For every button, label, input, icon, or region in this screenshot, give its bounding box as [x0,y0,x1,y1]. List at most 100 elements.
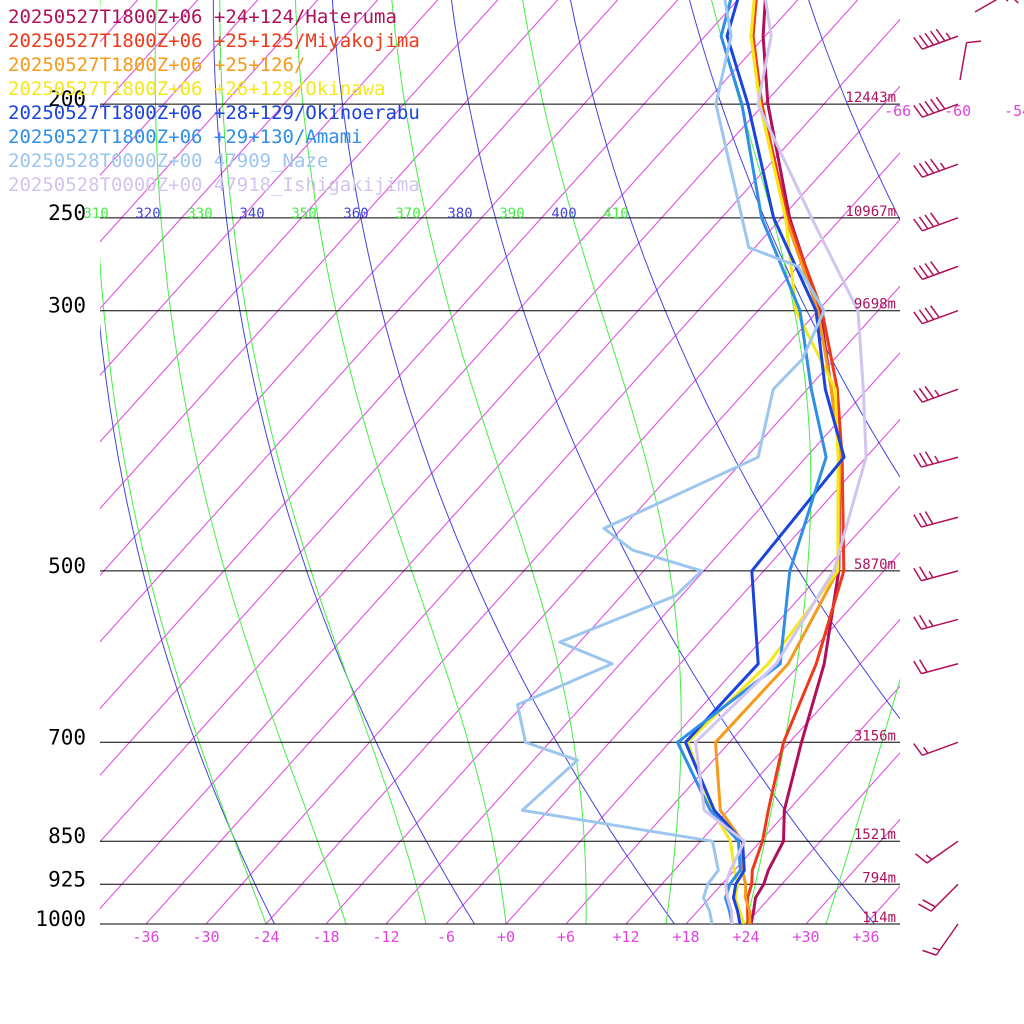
wind-barb-staff [922,741,959,757]
isotherm-line [100,18,900,910]
isotherm-line [100,0,859,843]
wind-barb-staff [922,388,959,403]
temperature-tick-label: +30 [792,928,819,946]
isotherm-line [100,0,499,443]
dry-adiabat-line [212,0,476,924]
wind-barb-flag [924,451,934,465]
temperature-tick-label: +12 [612,928,639,946]
theta-label: 330 [187,206,212,222]
wind-barb [913,305,959,325]
isotherm-line [625,618,900,924]
moist-adiabat-line [522,0,682,924]
wind-barb-staff [922,163,959,178]
wind-barb [913,614,959,631]
wind-barb-flag [918,309,929,323]
pressure-label: 1000 [35,907,86,931]
theta-label: 400 [551,206,576,222]
theta-label: 360 [343,206,368,222]
wind-barb [913,96,959,118]
isotherm-line [445,418,900,924]
pressure-label: 200 [48,87,86,111]
temperature-tick-label: +6 [557,928,575,946]
wind-barb-staff [922,265,959,281]
isotherm-line [565,552,900,924]
isotherm-line [685,685,900,924]
temperature-tick-label: -24 [252,928,279,946]
isotherm-top-label: -54 [1004,102,1024,120]
wind-barb-flag [913,454,922,468]
moist-adiabat-line [825,678,900,924]
isotherm-line [100,0,559,510]
wind-barb-staff [921,456,959,468]
dry-adiabat-line [569,0,900,720]
dry-adiabat-grid [100,0,900,924]
isotherm-line [505,485,900,924]
wind-barb-flag [918,659,928,673]
wind-barb-half [945,32,952,40]
wind-barb-half [932,947,940,951]
wind-barb-flag [918,512,928,526]
isotherm-line [385,352,900,924]
isotherm-line [100,0,439,376]
series-line [746,0,846,924]
wind-barb-flag [930,158,940,172]
wind-barb-flag [913,743,923,756]
temperature-tick-label: -18 [312,928,339,946]
wind-barb-flag [918,387,929,401]
dry-adiabat-line [450,0,876,924]
wind-barb [913,260,959,281]
wind-barb-staff [922,217,959,232]
wind-barb-flag [924,263,935,276]
wind-barb [913,659,959,675]
wind-barb-flag [913,164,923,178]
theta-label: 350 [291,206,316,222]
dry-adiabat-line [808,0,900,221]
pressure-label: 850 [48,824,86,848]
wind-barb-flag [930,98,940,112]
wind-barb-flag [924,32,935,46]
dry-adiabat-line [331,0,676,924]
moist-adiabat-line [391,0,587,924]
wind-barb [913,28,959,50]
wind-barb [922,923,959,956]
legend-entry-25-126: 20250527T1800Z+06 +25+126/ [8,54,306,76]
theta-label: 410 [603,206,628,222]
isotherm-line [100,0,799,776]
wind-barb-flag [913,660,922,675]
wind-barb-flag [918,34,929,48]
wind-barb-flag [918,216,929,230]
theta-label: 340 [239,206,264,222]
isotherm-line [100,0,679,643]
wind-barb-flag [935,28,946,42]
temperature-tick-label: -6 [437,928,455,946]
wind-barb-flag [930,30,940,44]
temperature-tick-label: +0 [497,928,515,946]
wind-barb-flag [930,305,940,318]
wind-barb-staff [921,663,959,675]
wind-barb-flag [913,567,922,582]
wind-barb-half [923,746,929,754]
wind-barb-staff [922,103,959,118]
series-line [676,0,828,924]
theta-label: 320 [135,206,160,222]
wind-barb-flag [922,899,936,908]
wind-barb-half [925,854,933,861]
series-line [714,0,842,924]
isotherm-grid [100,0,900,924]
legend-entry-naze: 20250528T0000Z+00 47909_Naze [8,150,329,172]
wind-barb-half [934,389,940,397]
wind-barb-flag [924,100,935,114]
wind-barb-flag [918,162,929,176]
legend-entry-hateruma: 20250527T1800Z+06 +24+124/Hateruma [8,6,397,28]
height-label: 12443m [845,90,896,106]
moist-adiabat-line [710,0,812,924]
pressure-label: 300 [48,294,86,318]
wind-barb-flag [918,614,928,629]
wind-barb [913,511,959,528]
wind-barb-flag [918,265,929,278]
wind-barb [913,385,959,403]
theta-label: 380 [447,206,472,222]
temperature-tick-label: +18 [672,928,699,946]
wind-barb [913,566,959,582]
